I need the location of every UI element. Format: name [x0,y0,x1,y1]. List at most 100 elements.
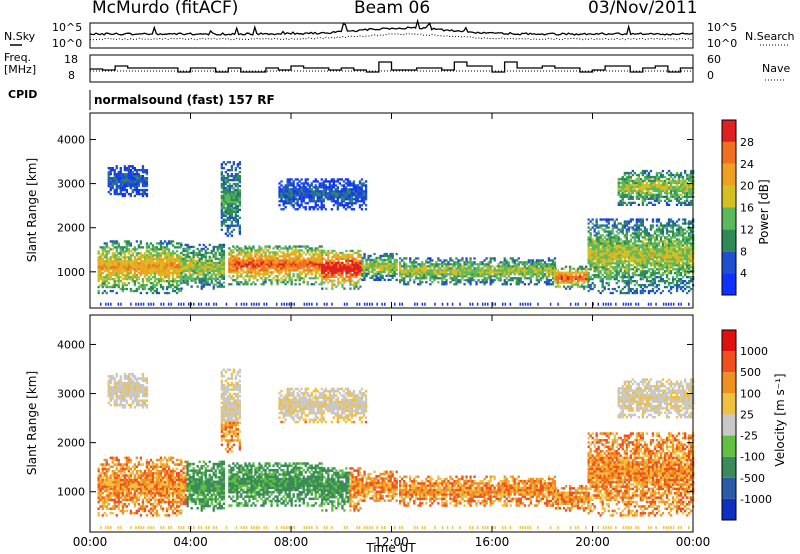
power-cell [143,258,147,261]
power-cell [570,271,574,274]
power-cell [220,275,223,278]
power-cell [631,195,634,198]
power-cell [113,188,116,192]
power-cell [125,284,128,287]
power-cell [157,256,161,259]
power-cell [141,262,145,265]
power-cell [459,281,462,284]
power-cell [671,285,675,289]
power-cell [457,279,460,282]
power-cell [177,284,181,287]
power-cell [131,254,134,257]
power-cell [459,271,462,274]
power-cell [649,272,653,275]
power-cell [308,257,311,260]
power-cell [175,254,179,257]
power-cell [113,260,116,263]
power-cell [615,242,618,245]
power-cell [186,265,189,268]
power-cell [321,269,324,272]
power-cell [310,251,313,254]
power-cell [671,260,675,263]
power-cell [415,257,418,260]
power-cell [256,267,259,270]
power-cell [467,271,470,274]
power-cell [182,259,185,262]
power-cell [115,173,118,176]
power-cell [621,232,624,235]
power-cell [493,267,496,270]
power-cell [188,245,191,249]
power-cell [671,234,675,237]
power-cell [282,251,285,254]
power-cell [643,248,647,251]
power-cell [180,273,183,276]
power-cell [230,269,233,272]
power-cell [99,278,102,281]
power-cell [143,177,147,180]
power-cell [306,283,309,286]
power-cell [495,269,498,272]
power-cell [679,254,683,257]
power-cell [554,271,558,274]
power-cell [463,267,466,270]
power-cell [316,261,319,264]
power-cell [389,274,392,277]
power-cell [318,269,321,272]
power-cell [97,280,100,283]
power-cell [675,246,679,249]
power-cell [276,279,279,282]
power-cell [194,259,197,262]
power-cell [171,289,175,293]
power-cell [503,269,506,272]
power-cell [639,193,642,196]
power-cell [549,259,553,262]
power-cell [655,289,659,293]
power-cell [184,273,187,276]
power-cell [125,256,128,259]
power-cell [675,274,679,277]
power-cell [139,254,142,257]
power-cell [302,263,305,266]
power-cell [101,262,104,265]
power-cell [485,273,488,276]
power-cell [507,267,510,270]
power-cell [331,269,334,272]
power-cell [690,248,693,251]
power-cell [290,281,293,284]
power-cell [341,271,344,274]
power-cell [657,228,661,231]
power-cell [127,260,130,263]
power-cell [216,273,219,276]
power-cell [485,271,488,274]
power-cell [248,251,251,254]
power-cell [459,273,462,276]
power-cell [639,250,642,253]
power-cell [629,256,632,259]
power-cell [523,275,526,278]
power-cell [417,271,420,274]
power-cell [431,281,434,284]
power-cell [157,270,161,273]
power-cell [125,248,128,251]
power-cell [587,278,590,281]
noise-tick-right-top: 10^5 [707,21,738,34]
power-cell [549,263,553,266]
power-cell [483,283,486,286]
power-cell [690,232,693,235]
power-cell [284,263,287,266]
power-cell [274,257,277,260]
power-cell [603,252,606,255]
power-cell [111,180,114,184]
power-cell [220,285,223,288]
power-cell [276,261,279,264]
power-cell [323,277,326,280]
power-cell [167,258,171,261]
power-cell [359,267,362,270]
power-cell [331,249,334,253]
power-cell [155,262,159,265]
power-cell [184,249,187,253]
power-cell [629,244,632,247]
power-cell [141,192,145,196]
power-cell [485,265,488,268]
